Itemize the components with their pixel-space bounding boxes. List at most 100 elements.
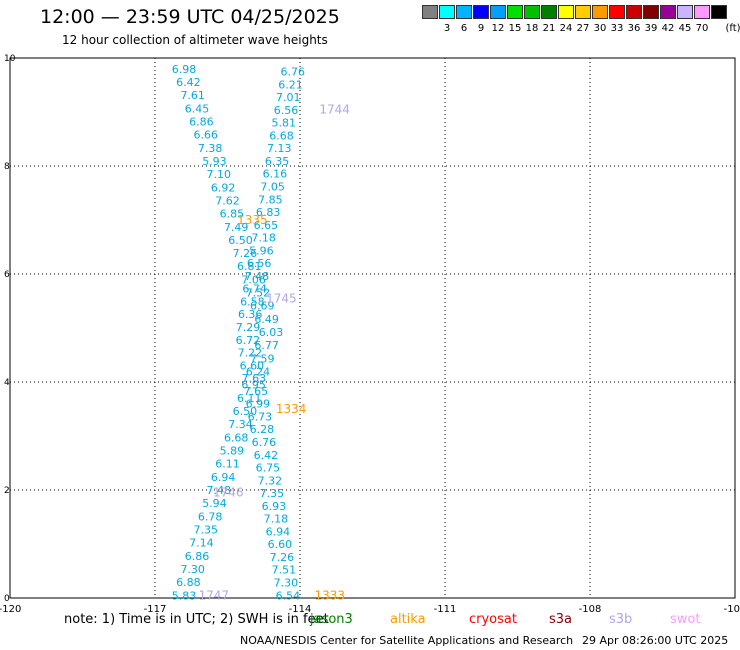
legend-label: 70 xyxy=(695,23,709,34)
legend-swatch xyxy=(575,5,591,19)
legend-swatch xyxy=(422,5,438,19)
legend-label: 33 xyxy=(610,23,624,34)
satellite-legend-item: cryosat xyxy=(469,612,517,627)
wave-height-value: 7.10 xyxy=(207,168,232,181)
wave-height-value: 7.59 xyxy=(250,352,275,365)
pass-number-label: 1333 xyxy=(315,588,346,602)
wave-height-value: 6.66 xyxy=(194,129,219,142)
lon-tick-label: -120 xyxy=(0,604,21,615)
wave-height-value: 5.96 xyxy=(249,244,274,257)
lon-tick-label: -111 xyxy=(434,604,457,615)
wave-height-value: 7.49 xyxy=(224,221,249,234)
wave-height-value: 5.81 xyxy=(272,117,297,130)
wave-height-value: 7.52 xyxy=(246,287,271,300)
wave-height-value: 7.35 xyxy=(260,487,285,500)
legend-swatch xyxy=(456,5,472,19)
wave-height-value: 6.28 xyxy=(250,423,275,436)
wave-height-value: 6.50 xyxy=(228,234,253,247)
chart-title: 12:00 — 23:59 UTC 04/25/2025 xyxy=(40,6,340,28)
legend-swatch xyxy=(694,5,710,19)
map-frame xyxy=(9,57,736,599)
wave-height-value: 7.48 xyxy=(245,270,270,283)
wave-height-value: 6.86 xyxy=(185,550,210,563)
wave-height-value: 6.92 xyxy=(211,181,236,194)
wave-height-value: 6.35 xyxy=(265,155,290,168)
map-axes: -120 -117 -114 -111 -108 -105 0 2 4 6 8 10 xyxy=(0,54,740,615)
legend-label: 30 xyxy=(593,23,607,34)
legend-swatch xyxy=(490,5,506,19)
wave-height-value: 6.88 xyxy=(176,576,201,589)
pass-number-label: 1744 xyxy=(319,102,350,116)
wave-height-value: 7.85 xyxy=(258,193,283,206)
wave-height-value: 7.30 xyxy=(274,577,299,590)
wave-height-value: 5.83 xyxy=(172,589,197,602)
wave-height-value: 7.18 xyxy=(264,513,289,526)
wave-height-value: 6.50 xyxy=(233,405,258,418)
wave-height-value: 6.16 xyxy=(263,168,288,181)
wave-height-value: 5.89 xyxy=(220,445,245,458)
wave-height-value: 6.76 xyxy=(252,436,277,449)
lat-tick-label: 8 xyxy=(4,162,10,172)
legend-label: 15 xyxy=(508,23,522,34)
lat-tick-label: 10 xyxy=(4,54,16,64)
wave-height-value: 7.35 xyxy=(194,523,219,536)
wave-height-value: 7.51 xyxy=(272,564,297,577)
wave-height-value: 6.73 xyxy=(248,410,273,423)
wave-height-value: 6.36 xyxy=(238,308,263,321)
legend-label: 18 xyxy=(525,23,539,34)
wave-height-value: 7.65 xyxy=(244,385,269,398)
satellite-legend-item: s3b xyxy=(609,612,633,627)
wave-height-value: 6.75 xyxy=(256,462,281,475)
legend-swatch xyxy=(558,5,574,19)
legend-swatch xyxy=(524,5,540,19)
legend-label: 45 xyxy=(678,23,692,34)
wave-height-value: 6.69 xyxy=(250,300,275,313)
pass-number-label: 1746 xyxy=(213,486,244,500)
legend-swatch xyxy=(677,5,693,19)
lat-tick-label: 2 xyxy=(4,486,10,496)
wave-height-value: 6.77 xyxy=(254,339,279,352)
pass-number-label: 1747 xyxy=(199,588,230,602)
wave-height-value: 6.24 xyxy=(246,366,271,379)
wave-height-value: 6.72 xyxy=(236,334,261,347)
wave-height-value: 7.26 xyxy=(233,247,258,260)
pass-number-label: 1335 xyxy=(237,213,268,227)
wave-height-value: 6.03 xyxy=(259,326,284,339)
generated-timestamp: 29 Apr 08:26:00 UTC 2025 xyxy=(582,634,729,647)
wave-height-value: 7.32 xyxy=(258,474,283,487)
chart-subtitle: 12 hour collection of altimeter wave hei… xyxy=(62,33,328,47)
wave-height-value: 7.13 xyxy=(267,142,292,155)
wave-track-b: 6.766.217.016.565.816.687.136.356.167.05… xyxy=(236,66,305,603)
pass-labels: 1744 1335 1745 1334 1746 1747 1333 xyxy=(199,102,350,602)
footer-note: note: 1) Time is in UTC; 2) SWH is in fe… xyxy=(64,612,700,627)
wave-height-value: 7.06 xyxy=(241,273,266,286)
legend-label: 36 xyxy=(627,23,641,34)
wave-height-value: 7.63 xyxy=(242,372,267,385)
legend-label: 12 xyxy=(491,23,505,34)
wave-height-value: 7.29 xyxy=(236,321,261,334)
wave-height-value: 6.85 xyxy=(220,208,245,221)
lat-tick-label: 4 xyxy=(4,378,10,388)
wave-height-value: 6.99 xyxy=(246,398,271,411)
wave-height-value: 5.94 xyxy=(202,497,227,510)
wave-height-value: 6.94 xyxy=(266,525,291,538)
wave-height-value: 6.60 xyxy=(268,538,293,551)
wave-height-value: 6.42 xyxy=(176,76,201,89)
wave-height-value: 6.45 xyxy=(185,102,210,115)
legend-swatch xyxy=(507,5,523,19)
wave-height-value: 7.61 xyxy=(180,89,205,102)
satellite-legend-item: swot xyxy=(670,612,701,627)
wave-height-value: 7.18 xyxy=(251,232,276,245)
wave-height-value: 6.81 xyxy=(237,260,262,273)
wave-height-value: 6.56 xyxy=(274,104,299,117)
legend-unit: (ft) xyxy=(725,23,740,34)
wave-height-value: 6.56 xyxy=(247,257,272,270)
legend-swatch xyxy=(541,5,557,19)
wave-height-value: 6.11 xyxy=(215,458,240,471)
pass-number-label: 1334 xyxy=(276,402,307,416)
wave-height-value: 6.11 xyxy=(237,392,262,405)
wave-height-value: 7.48 xyxy=(207,484,232,497)
legend-swatch xyxy=(592,5,608,19)
wave-height-value: 6.95 xyxy=(241,379,266,392)
lon-tick-label: -114 xyxy=(289,604,312,615)
